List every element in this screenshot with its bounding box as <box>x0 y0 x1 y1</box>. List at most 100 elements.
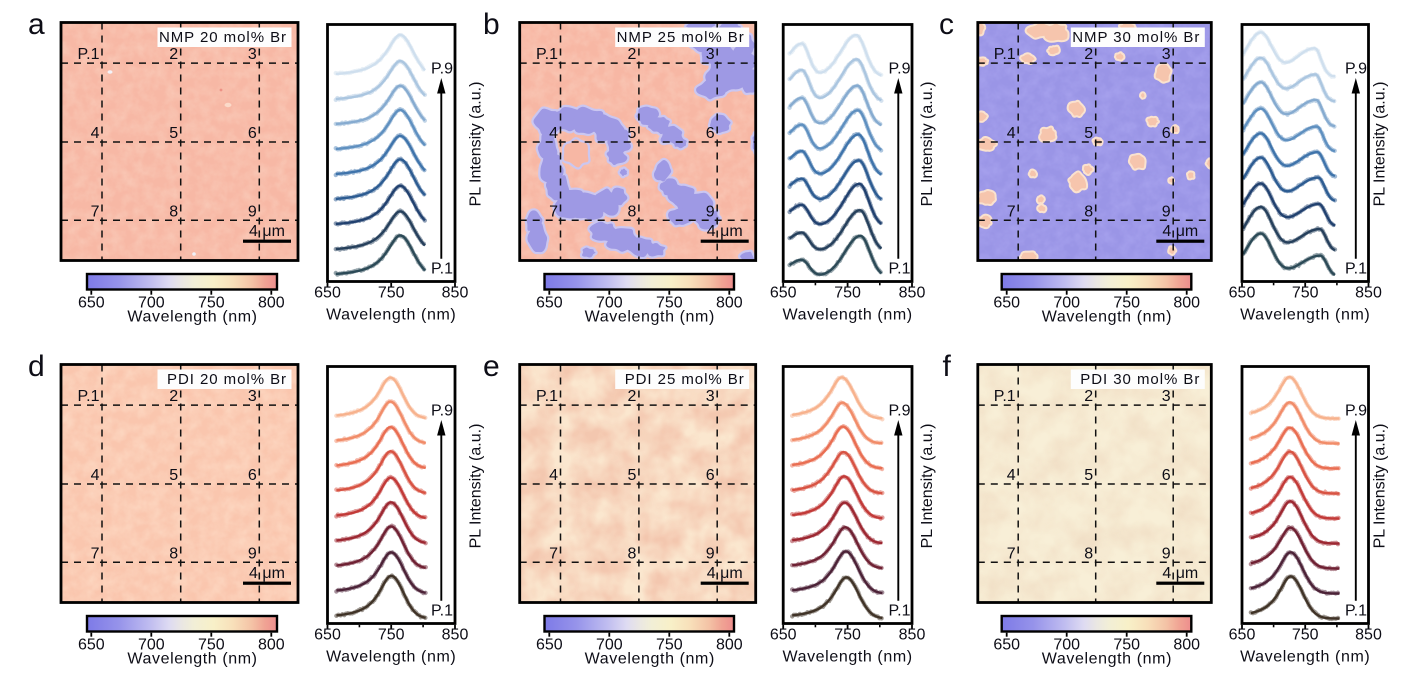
svg-text:750: 750 <box>378 627 405 644</box>
svg-text:750: 750 <box>1113 637 1140 654</box>
svg-text:750: 750 <box>834 285 861 302</box>
svg-text:800: 800 <box>258 295 285 312</box>
svg-text:800: 800 <box>258 637 285 654</box>
svg-text:6: 6 <box>248 467 257 484</box>
svg-text:5: 5 <box>169 467 178 484</box>
svg-text:P.1: P.1 <box>1345 261 1367 278</box>
svg-text:2: 2 <box>1084 388 1093 405</box>
svg-text:6: 6 <box>1162 467 1171 484</box>
svg-text:P.9: P.9 <box>431 61 453 78</box>
svg-text:8: 8 <box>1084 545 1093 562</box>
svg-text:8: 8 <box>169 545 178 562</box>
svg-text:6: 6 <box>706 125 715 142</box>
svg-text:7: 7 <box>549 545 558 562</box>
svg-text:9: 9 <box>1162 545 1171 562</box>
svg-text:b: b <box>483 8 500 41</box>
svg-text:4: 4 <box>91 467 100 484</box>
svg-text:Wavelength (nm): Wavelength (nm) <box>1042 651 1172 668</box>
svg-text:P.1: P.1 <box>889 603 911 620</box>
svg-text:P.1: P.1 <box>536 388 558 405</box>
svg-text:700: 700 <box>1053 637 1080 654</box>
svg-text:8: 8 <box>1084 203 1093 220</box>
svg-text:4 μm: 4 μm <box>1162 565 1198 582</box>
svg-text:8: 8 <box>627 545 636 562</box>
svg-text:650: 650 <box>314 285 341 302</box>
svg-text:Wavelength (nm): Wavelength (nm) <box>782 649 912 666</box>
svg-text:9: 9 <box>248 545 257 562</box>
svg-text:700: 700 <box>596 637 623 654</box>
svg-text:Wavelength (nm): Wavelength (nm) <box>127 651 257 668</box>
svg-text:NMP 30 mol% Br: NMP 30 mol% Br <box>1072 29 1200 46</box>
svg-text:850: 850 <box>1355 285 1382 302</box>
svg-text:4 μm: 4 μm <box>707 565 743 582</box>
svg-text:Wavelength (nm): Wavelength (nm) <box>127 309 257 326</box>
svg-text:750: 750 <box>656 637 683 654</box>
svg-text:800: 800 <box>716 637 743 654</box>
svg-text:4 μm: 4 μm <box>249 565 285 582</box>
svg-text:4: 4 <box>549 467 558 484</box>
svg-text:3: 3 <box>1162 388 1171 405</box>
svg-text:4 μm: 4 μm <box>707 223 743 240</box>
svg-text:650: 650 <box>78 637 105 654</box>
svg-text:P.9: P.9 <box>889 403 911 420</box>
svg-text:P.1: P.1 <box>78 46 100 63</box>
svg-text:2: 2 <box>1084 46 1093 63</box>
svg-text:4 μm: 4 μm <box>1162 223 1198 240</box>
svg-text:3: 3 <box>1162 46 1171 63</box>
svg-text:2: 2 <box>169 46 178 63</box>
svg-text:650: 650 <box>78 295 105 312</box>
svg-text:PDI 20 mol% Br: PDI 20 mol% Br <box>167 371 287 388</box>
svg-text:3: 3 <box>706 46 715 63</box>
svg-text:7: 7 <box>91 203 100 220</box>
svg-text:P.9: P.9 <box>889 61 911 78</box>
svg-text:750: 750 <box>834 627 861 644</box>
svg-text:700: 700 <box>596 295 623 312</box>
svg-text:650: 650 <box>1229 627 1256 644</box>
svg-text:650: 650 <box>770 627 797 644</box>
svg-text:7: 7 <box>91 545 100 562</box>
svg-text:3: 3 <box>248 388 257 405</box>
svg-text:2: 2 <box>169 388 178 405</box>
svg-text:8: 8 <box>169 203 178 220</box>
svg-text:4 μm: 4 μm <box>249 223 285 240</box>
svg-text:P.9: P.9 <box>431 403 453 420</box>
svg-text:PL Intensity (a.u.): PL Intensity (a.u.) <box>468 424 485 549</box>
svg-text:4: 4 <box>91 125 100 142</box>
svg-text:PL Intensity (a.u.): PL Intensity (a.u.) <box>1372 82 1389 207</box>
svg-text:850: 850 <box>1355 627 1382 644</box>
svg-text:850: 850 <box>442 627 469 644</box>
svg-text:PL Intensity (a.u.): PL Intensity (a.u.) <box>1372 424 1389 549</box>
svg-text:e: e <box>483 350 500 383</box>
svg-text:9: 9 <box>706 545 715 562</box>
svg-text:a: a <box>28 8 45 41</box>
svg-text:700: 700 <box>138 295 165 312</box>
svg-text:P.9: P.9 <box>1345 403 1367 420</box>
svg-text:6: 6 <box>1162 125 1171 142</box>
svg-text:5: 5 <box>1084 467 1093 484</box>
svg-text:750: 750 <box>378 285 405 302</box>
svg-text:P.9: P.9 <box>1345 61 1367 78</box>
svg-text:750: 750 <box>1292 285 1319 302</box>
svg-text:850: 850 <box>899 285 926 302</box>
svg-text:9: 9 <box>706 203 715 220</box>
svg-text:P.1: P.1 <box>994 388 1016 405</box>
svg-text:6: 6 <box>248 125 257 142</box>
svg-text:3: 3 <box>706 388 715 405</box>
svg-text:PDI 25 mol% Br: PDI 25 mol% Br <box>625 371 745 388</box>
svg-text:NMP 20 mol% Br: NMP 20 mol% Br <box>159 29 287 46</box>
svg-text:2: 2 <box>627 46 636 63</box>
svg-text:Wavelength (nm): Wavelength (nm) <box>1240 307 1370 324</box>
svg-text:9: 9 <box>248 203 257 220</box>
svg-text:750: 750 <box>656 295 683 312</box>
svg-text:5: 5 <box>1084 125 1093 142</box>
svg-text:9: 9 <box>1162 203 1171 220</box>
svg-text:4: 4 <box>549 125 558 142</box>
svg-text:P.1: P.1 <box>994 46 1016 63</box>
svg-text:650: 650 <box>993 637 1020 654</box>
svg-text:650: 650 <box>993 295 1020 312</box>
svg-text:P.1: P.1 <box>78 388 100 405</box>
svg-text:Wavelength (nm): Wavelength (nm) <box>585 651 715 668</box>
svg-text:650: 650 <box>536 295 563 312</box>
svg-text:7: 7 <box>549 203 558 220</box>
svg-text:c: c <box>939 8 954 41</box>
